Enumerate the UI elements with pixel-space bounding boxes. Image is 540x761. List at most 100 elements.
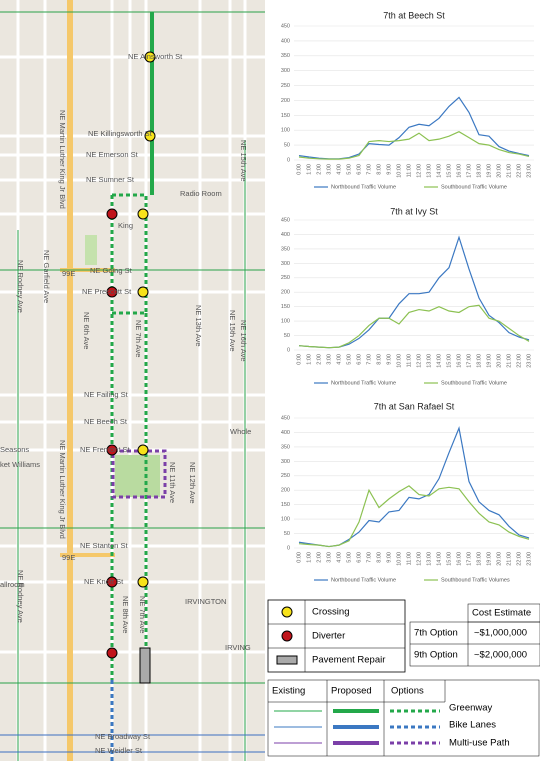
- y-tick-label: 450: [281, 415, 290, 421]
- x-tick-label: 12:00: [416, 354, 422, 368]
- series-line: [298, 131, 530, 160]
- x-tick-label: 8:00: [376, 552, 382, 563]
- x-tick-label: 17:00: [466, 552, 472, 566]
- street-label: 99E: [62, 269, 75, 278]
- x-tick-label: 22:00: [516, 164, 522, 178]
- x-tick-label: 21:00: [506, 164, 512, 178]
- y-tick-label: 200: [281, 290, 290, 296]
- street-label: Radio Room: [180, 189, 222, 198]
- y-tick-label: 300: [281, 68, 290, 74]
- x-tick-label: 18:00: [476, 552, 482, 566]
- x-tick-label: 7:00: [366, 164, 372, 175]
- x-tick-label: 22:00: [516, 354, 522, 368]
- y-tick-label: 150: [281, 304, 290, 310]
- street-label: NE 7th Ave: [138, 596, 147, 633]
- x-tick-label: 4:00: [336, 354, 342, 365]
- x-tick-label: 0:00: [296, 354, 302, 365]
- x-tick-label: 15:00: [446, 552, 452, 566]
- street-label: NE 8th Ave: [121, 596, 130, 633]
- x-tick-label: 8:00: [376, 354, 382, 365]
- y-tick-label: 100: [281, 319, 290, 325]
- x-tick-label: 15:00: [446, 354, 452, 368]
- street-label: NE Garfield Ave: [42, 250, 51, 303]
- y-tick-label: 350: [281, 246, 290, 252]
- street-label: NE Sumner St: [86, 175, 135, 184]
- facility-label: Multi-use Path: [449, 738, 510, 749]
- street-label: NE Beech St: [84, 417, 128, 426]
- x-tick-label: 18:00: [476, 354, 482, 368]
- x-tick-label: 15:00: [446, 164, 452, 178]
- x-tick-label: 0:00: [296, 552, 302, 563]
- y-tick-label: 400: [281, 430, 290, 436]
- street-label: ket Williams: [0, 460, 40, 469]
- x-tick-label: 21:00: [506, 354, 512, 368]
- street-label: NE Martin Luther King Jr Blvd: [58, 110, 67, 209]
- street-label: NE 12th Ave: [188, 462, 197, 504]
- street-label: NE 6th Ave: [82, 312, 91, 349]
- cost-cell: 7th Option: [414, 628, 458, 639]
- x-tick-label: 4:00: [336, 164, 342, 175]
- y-tick-label: 200: [281, 98, 290, 104]
- x-tick-label: 19:00: [486, 354, 492, 368]
- x-tick-label: 8:00: [376, 164, 382, 175]
- x-tick-label: 3:00: [326, 552, 332, 563]
- x-tick-label: 1:00: [306, 552, 312, 563]
- x-tick-label: 13:00: [426, 164, 432, 178]
- x-tick-label: 10:00: [396, 552, 402, 566]
- series-line: [298, 96, 530, 160]
- y-tick-label: 400: [281, 38, 290, 44]
- x-tick-label: 23:00: [526, 552, 532, 566]
- map: NE Ainsworth St NE Killingsworth St NE Eme…: [0, 0, 265, 761]
- x-tick-label: 14:00: [436, 354, 442, 368]
- street-label: NE 7th Ave: [134, 320, 143, 357]
- chart-title: 7th at Ivy St: [390, 206, 438, 216]
- cost-cell: 9th Option: [414, 650, 458, 661]
- x-tick-label: 20:00: [496, 354, 502, 368]
- street-label: NE Stanton St: [80, 541, 128, 550]
- street-label: NE 13th Ave: [194, 305, 203, 347]
- street-label: 99E: [62, 553, 75, 562]
- street-label: allroom: [0, 580, 25, 589]
- table-header: Proposed: [331, 686, 372, 697]
- series-line: [298, 304, 530, 349]
- x-tick-label: 16:00: [456, 354, 462, 368]
- series-line: [298, 425, 530, 548]
- street-label: NE Prescott St: [82, 287, 132, 296]
- street-label: Seasons: [0, 445, 29, 454]
- y-tick-label: 0: [287, 157, 290, 163]
- x-tick-label: 18:00: [476, 164, 482, 178]
- x-tick-label: 1:00: [306, 164, 312, 175]
- x-tick-label: 13:00: [426, 354, 432, 368]
- legend-label: Southbound Traffic Volumes: [441, 577, 510, 583]
- street-label: NE Weidler St: [95, 746, 143, 755]
- x-tick-label: 2:00: [316, 552, 322, 563]
- series-line: [298, 485, 530, 548]
- cost-cell: ~$1,000,000: [474, 628, 527, 639]
- y-tick-label: 450: [281, 23, 290, 29]
- y-tick-label: 350: [281, 53, 290, 59]
- street-label: NE Emerson St: [86, 150, 139, 159]
- street-label: NE 11th Ave: [168, 462, 177, 503]
- street-label: NE Martin Luther King Jr Blvd: [58, 440, 67, 539]
- x-tick-label: 12:00: [416, 552, 422, 566]
- street-label: NE Fremont St: [80, 445, 131, 454]
- x-tick-label: 23:00: [526, 354, 532, 368]
- x-tick-label: 6:00: [356, 354, 362, 365]
- street-label: NE 16th Ave: [239, 320, 248, 362]
- y-tick-label: 250: [281, 473, 290, 479]
- chart-title: 7th at San Rafael St: [374, 401, 455, 411]
- x-tick-label: 20:00: [496, 552, 502, 566]
- x-tick-label: 23:00: [526, 164, 532, 178]
- x-tick-label: 17:00: [466, 354, 472, 368]
- x-tick-label: 5:00: [346, 552, 352, 563]
- x-tick-label: 10:00: [396, 164, 402, 178]
- street-label: NE 15th Ave: [228, 310, 237, 352]
- x-tick-label: 13:00: [426, 552, 432, 566]
- y-tick-label: 250: [281, 275, 290, 281]
- street-label: NE Ainsworth St: [128, 52, 183, 61]
- facility-label: Bike Lanes: [449, 720, 496, 731]
- street-label: IRVINGTON: [185, 597, 226, 606]
- y-tick-label: 250: [281, 83, 290, 89]
- x-tick-label: 21:00: [506, 552, 512, 566]
